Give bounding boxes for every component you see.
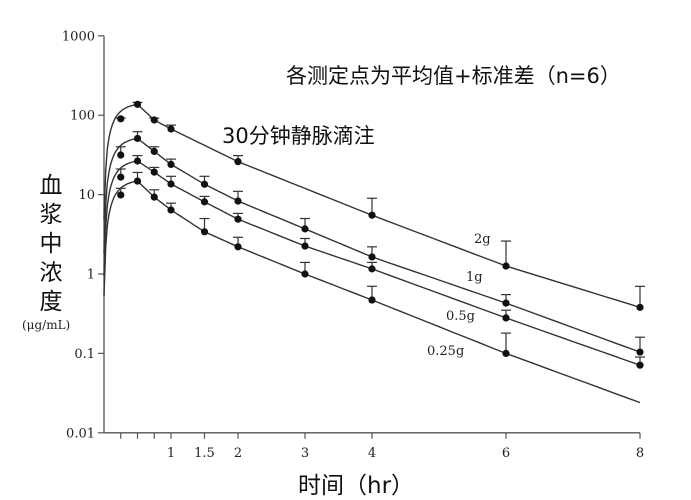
y-tick-label: 1: [87, 268, 95, 283]
y-axis-char: 度: [39, 289, 63, 315]
x-tick-label: 8: [636, 446, 644, 461]
data-point-0.5g: [200, 198, 209, 206]
y-tick-label: 10: [78, 188, 95, 203]
data-point-0.5g: [150, 168, 158, 176]
data-point-0.25g: [167, 206, 175, 214]
axes: 0.01 0.1 1 10 100 1000 1 1.5 2 3 4 6 8: [62, 29, 644, 461]
data-point-1g: [234, 197, 242, 205]
data-point-2g: [117, 115, 125, 123]
series-label-1g: 1g: [466, 270, 483, 285]
data-point-0.25g: [301, 270, 309, 278]
x-tick-label: 3: [301, 446, 309, 461]
data-point-1g: [117, 151, 125, 159]
data-point-0.5g: [167, 180, 175, 188]
y-axis-char: 中: [39, 231, 63, 257]
y-tick-label: 0.01: [66, 426, 95, 441]
data-point-0.5g: [117, 173, 125, 181]
series-labels: 2g 1g 0.5g 0.25g: [427, 232, 491, 359]
data-point-2g: [368, 211, 376, 219]
data-point-0.25g: [502, 349, 510, 357]
y-axis-char: 血: [39, 173, 63, 199]
x-tick-label: 2: [234, 446, 242, 461]
data-point-1g: [167, 160, 175, 169]
y-axis-char: 浆: [39, 202, 63, 228]
data-point-1g: [301, 225, 309, 233]
x-tick-label: 4: [368, 446, 376, 461]
data-point-0.5g: [636, 361, 644, 369]
y-tick-label: 0.1: [74, 347, 95, 362]
data-point-2g: [502, 262, 510, 270]
data-point-1g: [636, 348, 644, 356]
y-axis-char: 浓: [39, 260, 63, 286]
data-point-1g: [150, 147, 158, 156]
y-tick-label: 100: [70, 109, 95, 124]
annotation-infusion: 30分钟静脉滴注: [222, 124, 375, 148]
fitted-curve-1g: [103, 137, 641, 353]
x-axis-title: 时间（hr）: [298, 473, 415, 499]
data-point-0.5g: [133, 157, 142, 165]
data-point-1g: [502, 299, 510, 307]
data-point-0.25g: [117, 191, 125, 199]
x-tick-label: 6: [502, 446, 510, 461]
series-label-0.5g: 0.5g: [446, 309, 475, 324]
data-points: [115, 100, 645, 369]
data-point-0.25g: [200, 228, 209, 236]
data-point-2g: [234, 158, 242, 166]
data-point-1g: [368, 253, 376, 261]
data-point-0.5g: [301, 242, 309, 250]
data-point-0.5g: [234, 215, 242, 223]
data-point-0.25g: [368, 296, 376, 304]
data-point-1g: [133, 134, 142, 143]
data-point-2g: [150, 116, 158, 124]
data-point-0.5g: [368, 265, 376, 273]
data-point-0.25g: [150, 193, 158, 201]
series-label-2g: 2g: [474, 232, 491, 247]
x-tick-label: 1: [167, 446, 175, 461]
annotation-mean-sd: 各测定点为平均值+标准差（n=6）: [286, 64, 621, 88]
y-tick-label: 1000: [62, 29, 95, 44]
x-tick-label: 1.5: [194, 446, 215, 461]
y-axis-unit: (μg/mL): [22, 318, 71, 332]
data-point-0.25g: [133, 177, 142, 185]
y-axis-title: 血 浆 中 浓 度: [36, 172, 66, 317]
data-point-0.25g: [234, 243, 242, 251]
data-point-2g: [636, 303, 644, 311]
data-point-1g: [200, 180, 209, 188]
data-point-2g: [133, 100, 142, 108]
data-point-0.5g: [502, 314, 510, 322]
series-label-0.25g: 0.25g: [427, 344, 464, 359]
data-point-2g: [167, 125, 175, 133]
